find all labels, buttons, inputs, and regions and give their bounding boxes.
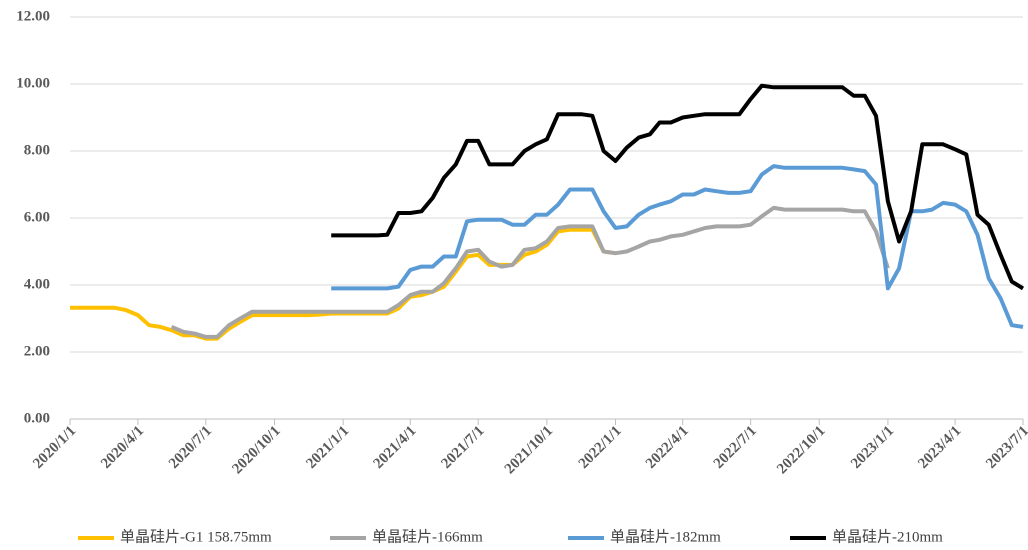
x-tick-label: 2023/1/1	[848, 423, 897, 472]
series-line	[70, 227, 616, 341]
legend-item: 单晶硅片-166mm	[330, 528, 483, 545]
x-tick-label: 2022/10/1	[774, 423, 828, 477]
x-tick-label: 2022/7/1	[711, 423, 760, 472]
x-tick-label: 2021/7/1	[438, 423, 487, 472]
legend-item: 单晶硅片-G1 158.75mm	[78, 528, 272, 545]
legend-label: 单晶硅片-182mm	[610, 528, 721, 545]
x-tick-label: 2023/4/1	[915, 423, 964, 472]
x-tick-label: 2022/1/1	[576, 423, 625, 472]
x-tick-label: 2021/1/1	[303, 423, 352, 472]
y-tick-label: 2.00	[24, 343, 50, 359]
y-tick-label: 6.00	[24, 209, 50, 225]
legend-label: 单晶硅片-166mm	[372, 528, 483, 545]
legend-item: 单晶硅片-182mm	[568, 528, 721, 545]
x-tick-label: 2021/10/1	[502, 423, 556, 477]
x-tick-label: 2020/4/1	[98, 423, 147, 472]
x-tick-label: 2023/7/1	[983, 423, 1028, 472]
y-tick-label: 12.00	[16, 8, 50, 24]
y-tick-label: 0.00	[24, 410, 50, 426]
y-tick-label: 10.00	[16, 75, 50, 91]
x-tick-label: 2020/1/1	[30, 423, 79, 472]
x-tick-label: 2020/10/1	[229, 423, 283, 477]
legend-label: 单晶硅片-G1 158.75mm	[120, 528, 272, 545]
series-line	[170, 205, 890, 339]
legend-label: 单晶硅片-210mm	[832, 528, 943, 545]
y-tick-label: 8.00	[24, 142, 50, 158]
x-tick-label: 2022/4/1	[643, 423, 692, 472]
series-line	[331, 83, 1025, 291]
x-tick-label: 2021/4/1	[371, 423, 420, 472]
x-tick-label: 2020/7/1	[166, 423, 215, 472]
legend-item: 单晶硅片-210mm	[790, 528, 943, 545]
y-tick-label: 4.00	[24, 276, 50, 292]
